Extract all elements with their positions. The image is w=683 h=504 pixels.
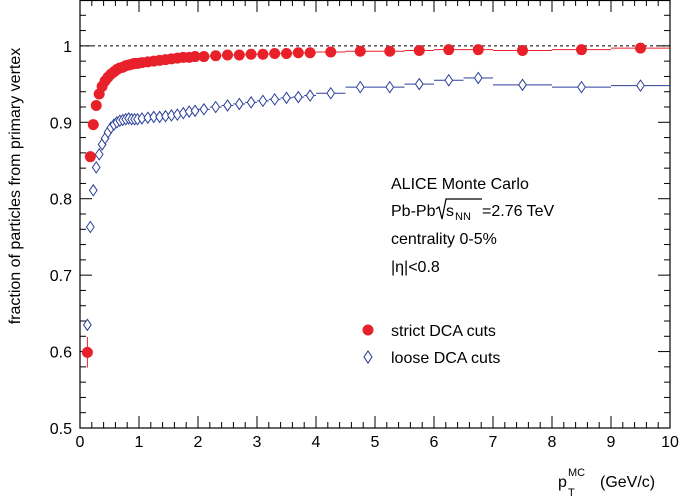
y-tick-label: 0.9 xyxy=(50,115,72,132)
strict-point xyxy=(354,45,366,57)
series-strict-dca xyxy=(81,42,670,368)
annotation-centrality: centrality 0-5% xyxy=(391,231,497,248)
loose-point xyxy=(234,97,244,111)
strict-point xyxy=(472,44,484,56)
loose-point xyxy=(414,77,424,91)
loose-point xyxy=(199,102,209,116)
loose-point xyxy=(211,100,221,114)
svg-text:T: T xyxy=(568,487,575,499)
y-tick-label: 0.5 xyxy=(50,421,72,438)
x-axis-title-sub: T xyxy=(568,487,575,499)
loose-point xyxy=(385,80,395,94)
loose-point xyxy=(85,220,95,234)
x-axis-title-main: p xyxy=(558,474,567,491)
energy-value: =2.76 TeV xyxy=(482,203,555,220)
x-axis-title-sup: MC xyxy=(568,467,585,479)
x-tick-label: 1 xyxy=(135,434,144,451)
loose-point xyxy=(94,148,104,161)
x-tick-label: 3 xyxy=(253,434,262,451)
svg-text:=2.76 TeV: =2.76 TeV xyxy=(482,203,555,220)
loose-point xyxy=(258,94,268,108)
strict-point xyxy=(413,44,425,56)
strict-point xyxy=(87,119,99,131)
y-tick-label: 0.7 xyxy=(50,268,72,285)
x-tick-label: 2 xyxy=(194,434,203,451)
x-tick-label: 7 xyxy=(489,434,498,451)
y-tick-label: 0.6 xyxy=(50,345,72,362)
loose-point xyxy=(444,73,454,87)
strict-point xyxy=(90,99,102,111)
strict-point xyxy=(325,46,337,58)
svg-text:NN: NN xyxy=(455,211,471,223)
svg-text:p: p xyxy=(558,474,567,491)
y-tick-label: 1 xyxy=(63,39,72,56)
x-axis-title-unit: (GeV/c) xyxy=(600,474,655,491)
loose-point xyxy=(293,90,303,104)
loose-point xyxy=(473,71,483,85)
energy-s: s xyxy=(446,203,454,220)
loose-point xyxy=(82,318,92,332)
strict-point xyxy=(222,49,233,61)
energy-nn: NN xyxy=(455,211,471,223)
x-tick-label: 8 xyxy=(548,434,557,451)
strict-point xyxy=(576,44,587,56)
loose-point xyxy=(282,91,291,105)
sqrt-symbol xyxy=(435,198,482,220)
strict-point xyxy=(635,42,646,54)
annotation-energy: s NN =2.76 TeV xyxy=(435,198,555,223)
strict-point xyxy=(245,48,257,60)
legend-marker-loose xyxy=(363,350,373,364)
strict-point xyxy=(292,47,304,59)
svg-text:s: s xyxy=(446,203,454,220)
loose-point xyxy=(246,96,256,109)
legend-marker-strict xyxy=(362,324,374,336)
plot-frame xyxy=(79,0,671,429)
loose-point xyxy=(223,99,232,112)
strict-point xyxy=(281,48,292,59)
loose-point xyxy=(326,86,336,100)
y-tick-label: 0.8 xyxy=(50,192,72,209)
strict-point xyxy=(81,346,93,358)
annotation-alice: ALICE Monte Carlo xyxy=(391,176,529,193)
loose-point xyxy=(270,92,280,106)
strict-point xyxy=(269,48,281,59)
loose-point xyxy=(190,104,200,118)
legend-label-strict: strict DCA cuts xyxy=(391,323,496,340)
loose-point xyxy=(149,110,159,124)
x-tick-label: 4 xyxy=(312,434,321,451)
strict-point xyxy=(443,44,455,56)
strict-point xyxy=(384,45,396,57)
x-axis-title: p T MC (GeV/c) xyxy=(558,467,655,499)
x-tick-label: 10 xyxy=(661,434,679,451)
strict-point xyxy=(257,48,269,60)
loose-point xyxy=(355,80,365,94)
x-tick-label: 0 xyxy=(76,434,85,451)
strict-point xyxy=(84,151,96,163)
loose-point xyxy=(636,79,645,92)
loose-point xyxy=(91,160,101,174)
svg-text:MC: MC xyxy=(568,467,585,479)
strict-point xyxy=(198,51,210,63)
annotation-system: Pb-Pb xyxy=(391,203,436,220)
annotation-eta: |η|<0.8 xyxy=(391,259,440,276)
strict-point xyxy=(517,44,528,56)
strict-point xyxy=(210,50,222,62)
loose-point xyxy=(518,78,527,92)
loose-point xyxy=(305,89,315,102)
svg-text:(GeV/c): (GeV/c) xyxy=(600,474,655,491)
strict-point xyxy=(233,49,245,61)
loose-point xyxy=(88,183,98,197)
legend-label-loose: loose DCA cuts xyxy=(391,350,500,367)
x-tick-label: 5 xyxy=(371,434,380,451)
loose-point xyxy=(577,80,586,94)
series-loose-dca xyxy=(82,71,670,332)
annotation-block: ALICE Monte Carlo Pb-Pb s NN =2.76 TeV c… xyxy=(391,176,555,276)
x-tick-label: 6 xyxy=(430,434,439,451)
x-tick-label: 9 xyxy=(607,434,616,451)
strict-point xyxy=(304,47,316,59)
strict-point xyxy=(189,51,201,63)
y-axis-title: fraction of particles from primary verte… xyxy=(7,48,24,325)
legend: strict DCA cuts loose DCA cuts xyxy=(362,323,500,367)
